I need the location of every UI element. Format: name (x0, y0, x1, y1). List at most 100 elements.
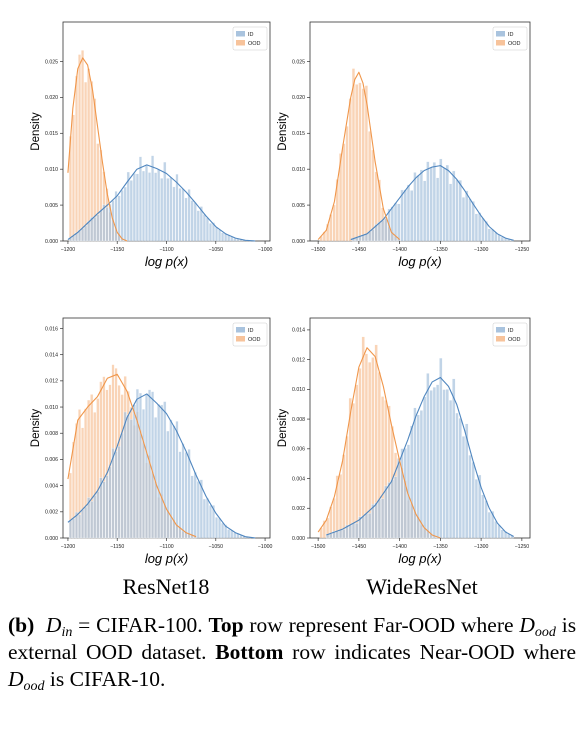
hist-bar-ood (87, 68, 91, 242)
hist-bar-id (193, 202, 197, 242)
caption-d-in: D (45, 613, 62, 637)
hist-bar-id (384, 485, 388, 539)
x-tick-label: −1000 (258, 247, 273, 253)
hist-bar-id (432, 162, 436, 242)
caption-d-ood-2: D (8, 667, 24, 691)
y-tick-label: 0.004 (45, 483, 58, 489)
hist-bar-id (442, 389, 446, 539)
hist-bar-id (471, 201, 475, 242)
y-tick-label: 0.012 (292, 357, 305, 363)
y-tick-label: 0.010 (45, 405, 58, 411)
legend: ID OOD (492, 322, 528, 347)
hist-bar-id (416, 175, 420, 242)
hist-bar-ood (368, 131, 372, 242)
x-tick-label: −1200 (61, 247, 76, 253)
hist-bar-ood (322, 520, 326, 539)
y-axis-label: Density (277, 112, 289, 151)
y-tick-label: 0.016 (45, 326, 58, 332)
hist-bar-id (163, 161, 167, 242)
hist-bar-id (494, 521, 498, 539)
column-label-resnet18: ResNet18 (122, 574, 210, 599)
hist-bar-ood (81, 50, 85, 242)
hist-bar-id (500, 529, 504, 539)
y-tick-label: 0.000 (45, 239, 58, 245)
hist-bar-id (500, 236, 504, 242)
hist-bar-id (145, 165, 148, 242)
hist-bar-ood (364, 353, 368, 539)
hist-bar-id (114, 451, 118, 539)
hist-bar-id (423, 180, 427, 242)
hist-bar-ood (90, 81, 94, 242)
x-tick-label: −1100 (159, 544, 173, 550)
hist-bar-id (445, 389, 449, 539)
caption-d-in-sub: in (61, 625, 73, 640)
hist-bar-ood (351, 68, 356, 242)
caption-d-ood-sub-2: ood (23, 679, 45, 694)
hist-bar-id (105, 206, 109, 242)
hist-bar-id (364, 512, 368, 539)
y-tick-label: 0.006 (292, 447, 305, 453)
legend: ID OOD (492, 26, 528, 51)
y-tick-label: 0.010 (292, 167, 305, 173)
hist-bar-ood (71, 114, 75, 242)
hist-bar-id (190, 475, 194, 539)
legend-swatch-id (496, 31, 505, 37)
histogram-grid: −1200 −1150 −1100 −1050 −1000 0.000 0.005 0.010… (30, 21, 531, 566)
hist-bar-id (478, 474, 482, 539)
y-tick-label: 0.002 (45, 510, 58, 516)
y-tick-label: 0.020 (45, 95, 58, 101)
x-tick-label: −1350 (433, 544, 448, 550)
hist-bar-id (193, 472, 197, 539)
hist-bar-id (233, 532, 237, 539)
chart-top-left-resnet18-far-ood: −1200 −1150 −1100 −1050 −1000 0.000 0.005 0.010… (30, 21, 273, 269)
hist-bar-id (410, 190, 414, 242)
x-axis-label: log p(x) (145, 254, 188, 269)
hist-bar-id (181, 443, 185, 539)
y-tick-label: 0.000 (45, 536, 58, 542)
hist-bar-id (154, 172, 158, 242)
legend-entry-ood: OOD (248, 41, 261, 47)
legend-entry-id: ID (248, 328, 254, 334)
legend-entry-ood: OOD (508, 41, 521, 47)
y-tick-label: 0.010 (292, 387, 305, 393)
hist-bar-id (208, 505, 212, 539)
hist-bar-id (199, 206, 203, 242)
hist-bar-id (117, 445, 121, 539)
hist-bar-id (474, 213, 478, 242)
hist-bar-id (135, 173, 139, 242)
hist-bar-id (465, 423, 469, 539)
hist-bar-id (175, 421, 179, 539)
chart-bottom-left-resnet18-near-ood: −1200 −1150 −1100 −1050 −1000 0.000 0.002 0.004… (30, 317, 273, 566)
hist-bar-ood (351, 403, 356, 539)
y-tick-label: 0.014 (45, 352, 58, 358)
hist-bar-ood (84, 81, 88, 242)
hist-bar-id (212, 222, 215, 242)
hist-bar-id (397, 203, 401, 242)
hist-bar-id (442, 167, 446, 242)
hist-bar-id (90, 217, 94, 242)
hist-bar-id (99, 477, 103, 539)
y-tick-label: 0.008 (45, 431, 58, 437)
y-axis-label: Density (30, 409, 42, 448)
hist-bar-id (397, 458, 401, 539)
hist-bar-id (436, 384, 440, 539)
hist-bar-id (381, 498, 385, 539)
hist-bar-id (190, 200, 194, 242)
hist-bar-ood (348, 98, 352, 242)
y-tick-label: 0.005 (292, 203, 305, 209)
hist-bar-id (335, 531, 339, 539)
hist-bar-id (129, 180, 133, 242)
kde-line-ood (317, 347, 441, 539)
hist-bar-id (461, 197, 466, 242)
hist-bar-ood (345, 436, 349, 539)
hist-bar-id (215, 227, 219, 242)
legend-swatch-ood (236, 40, 245, 46)
caption-text2: is external OOD dataset. (8, 613, 577, 664)
hist-bar-id (455, 179, 459, 242)
hist-bar-id (448, 183, 453, 242)
hist-bar-ood (358, 82, 362, 242)
legend-swatch-id (496, 327, 505, 333)
x-tick-label: −1000 (258, 544, 273, 550)
y-tick-label: 0.005 (45, 203, 58, 209)
